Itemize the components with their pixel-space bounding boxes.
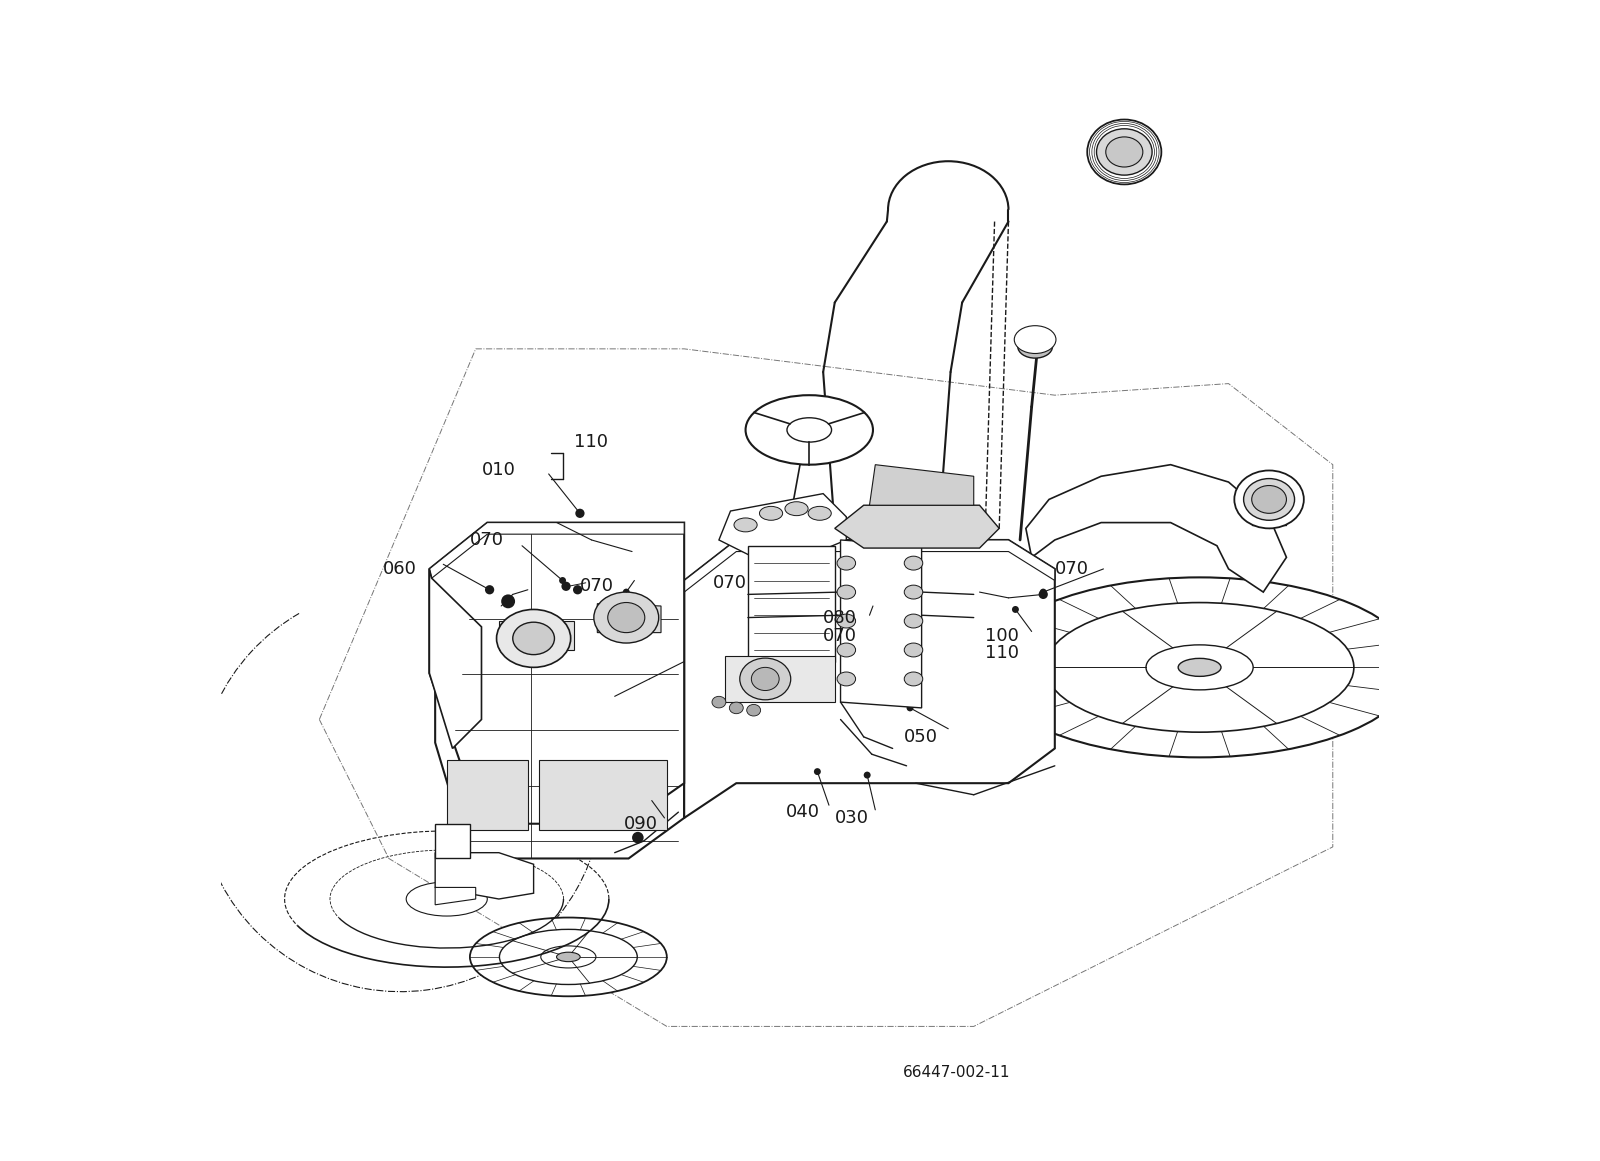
Ellipse shape bbox=[760, 506, 782, 520]
Polygon shape bbox=[597, 604, 661, 633]
Ellipse shape bbox=[1096, 129, 1152, 175]
Text: 110: 110 bbox=[986, 644, 1019, 663]
Ellipse shape bbox=[837, 672, 856, 686]
Ellipse shape bbox=[1011, 606, 1019, 613]
Text: 010: 010 bbox=[482, 461, 517, 479]
Text: 030: 030 bbox=[835, 809, 869, 827]
Ellipse shape bbox=[1178, 658, 1221, 677]
Ellipse shape bbox=[837, 614, 856, 628]
Ellipse shape bbox=[1018, 336, 1053, 358]
Ellipse shape bbox=[1106, 137, 1142, 167]
Ellipse shape bbox=[501, 594, 515, 608]
Ellipse shape bbox=[496, 610, 571, 668]
Ellipse shape bbox=[1234, 470, 1304, 528]
Polygon shape bbox=[718, 493, 846, 569]
Polygon shape bbox=[435, 852, 534, 899]
Ellipse shape bbox=[1014, 326, 1056, 353]
Ellipse shape bbox=[837, 585, 856, 599]
Ellipse shape bbox=[734, 518, 757, 532]
Ellipse shape bbox=[541, 946, 595, 968]
Ellipse shape bbox=[746, 395, 874, 464]
Ellipse shape bbox=[648, 798, 656, 805]
Ellipse shape bbox=[747, 705, 760, 716]
Ellipse shape bbox=[752, 668, 779, 691]
Ellipse shape bbox=[1251, 485, 1286, 513]
Ellipse shape bbox=[608, 603, 645, 633]
Ellipse shape bbox=[573, 585, 582, 594]
Ellipse shape bbox=[512, 622, 555, 655]
Ellipse shape bbox=[1038, 590, 1048, 599]
Text: 040: 040 bbox=[786, 803, 821, 821]
Ellipse shape bbox=[576, 509, 584, 518]
Ellipse shape bbox=[558, 577, 566, 584]
Ellipse shape bbox=[499, 929, 637, 985]
Ellipse shape bbox=[730, 702, 744, 714]
Ellipse shape bbox=[1146, 644, 1253, 690]
Ellipse shape bbox=[739, 658, 790, 700]
Ellipse shape bbox=[622, 589, 630, 596]
Polygon shape bbox=[747, 546, 835, 662]
Polygon shape bbox=[429, 522, 685, 578]
Ellipse shape bbox=[904, 643, 923, 657]
Text: 060: 060 bbox=[382, 560, 418, 578]
Text: 090: 090 bbox=[624, 815, 658, 832]
Ellipse shape bbox=[837, 556, 856, 570]
Polygon shape bbox=[1026, 464, 1286, 592]
Ellipse shape bbox=[470, 917, 667, 996]
Ellipse shape bbox=[562, 582, 571, 591]
Ellipse shape bbox=[986, 577, 1414, 757]
Ellipse shape bbox=[864, 772, 870, 779]
Ellipse shape bbox=[1088, 120, 1162, 185]
Ellipse shape bbox=[485, 585, 494, 594]
Text: 100: 100 bbox=[986, 627, 1019, 646]
Text: 050: 050 bbox=[904, 728, 938, 745]
Ellipse shape bbox=[837, 643, 856, 657]
Ellipse shape bbox=[1243, 478, 1294, 520]
Ellipse shape bbox=[632, 831, 643, 843]
Text: 070: 070 bbox=[714, 574, 747, 592]
Ellipse shape bbox=[406, 882, 488, 916]
Text: 080: 080 bbox=[822, 608, 858, 627]
Text: 070: 070 bbox=[822, 627, 858, 646]
Polygon shape bbox=[435, 534, 685, 858]
Ellipse shape bbox=[787, 418, 832, 442]
Polygon shape bbox=[435, 887, 475, 904]
Ellipse shape bbox=[869, 603, 877, 610]
Ellipse shape bbox=[557, 952, 581, 961]
Polygon shape bbox=[435, 823, 470, 858]
Text: 110: 110 bbox=[574, 433, 608, 450]
Text: 66447-002-11: 66447-002-11 bbox=[902, 1066, 1010, 1080]
Ellipse shape bbox=[712, 697, 726, 708]
Text: 070: 070 bbox=[1054, 560, 1090, 578]
Text: 070: 070 bbox=[579, 577, 614, 596]
Ellipse shape bbox=[904, 585, 923, 599]
Polygon shape bbox=[725, 656, 835, 702]
Ellipse shape bbox=[904, 614, 923, 628]
Polygon shape bbox=[499, 621, 574, 650]
Ellipse shape bbox=[1040, 589, 1046, 596]
Polygon shape bbox=[446, 760, 528, 829]
Ellipse shape bbox=[904, 556, 923, 570]
Polygon shape bbox=[429, 522, 685, 823]
Ellipse shape bbox=[808, 506, 832, 520]
Polygon shape bbox=[840, 540, 922, 708]
Polygon shape bbox=[539, 760, 667, 829]
Ellipse shape bbox=[786, 502, 808, 515]
Ellipse shape bbox=[594, 592, 659, 643]
Polygon shape bbox=[685, 540, 1054, 819]
Ellipse shape bbox=[907, 705, 914, 712]
Ellipse shape bbox=[1045, 603, 1354, 733]
Polygon shape bbox=[685, 540, 1054, 592]
Polygon shape bbox=[835, 505, 1000, 548]
Ellipse shape bbox=[814, 769, 821, 776]
Text: 070: 070 bbox=[470, 531, 504, 549]
Polygon shape bbox=[429, 569, 482, 749]
Polygon shape bbox=[869, 464, 974, 505]
Ellipse shape bbox=[904, 672, 923, 686]
